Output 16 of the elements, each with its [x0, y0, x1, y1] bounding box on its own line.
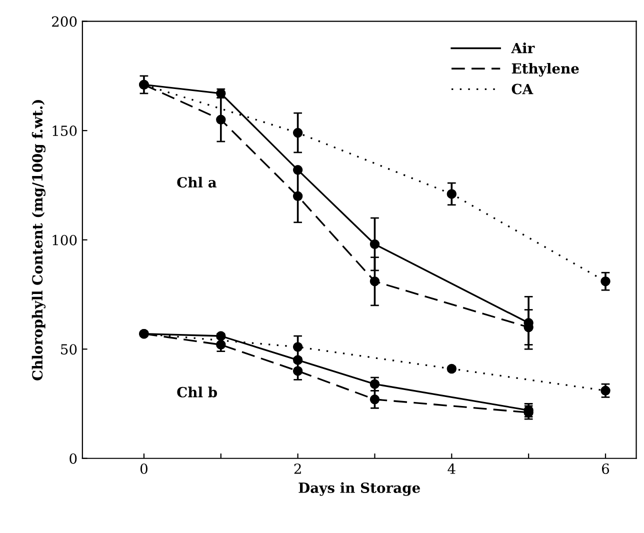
y-tick-label: 100	[52, 234, 77, 246]
x-tick-label: 2	[294, 463, 301, 474]
legend-label: CA	[512, 84, 534, 94]
x-tick-label: 4	[448, 463, 456, 474]
y-axis-title: Chlorophyll Content (mg/100g f.wt.)	[32, 100, 46, 380]
legend-label: Air	[511, 42, 535, 54]
y-tick-label: 200	[52, 16, 77, 27]
annotation: Chl b	[177, 386, 218, 398]
x-axis-title: Days in Storage	[298, 482, 420, 496]
x-tick-label: 0	[140, 463, 148, 474]
y-tick-label: 150	[52, 126, 77, 136]
y-tick-label: 50	[61, 344, 77, 355]
annotation: Chl a	[177, 176, 217, 188]
y-tick-label: 0	[70, 453, 77, 464]
legend-label: Ethylene	[512, 62, 579, 77]
x-tick-label: 6	[602, 463, 610, 474]
